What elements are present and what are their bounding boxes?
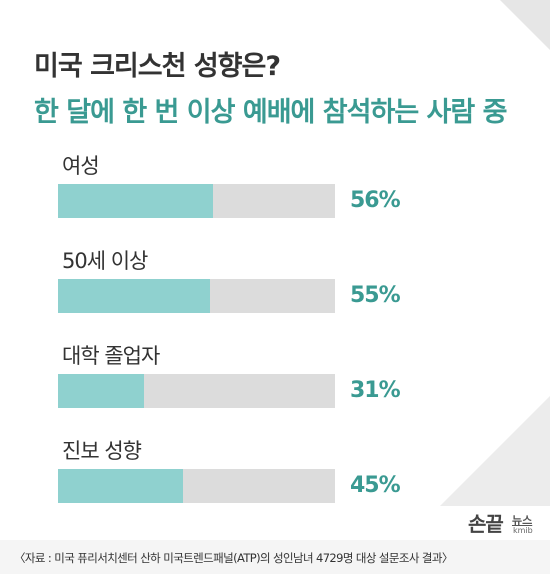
category-label: 대학 졸업자 [62, 344, 160, 368]
corner-decoration [500, 0, 550, 50]
bar-track [58, 469, 335, 503]
bar-fill [58, 279, 211, 313]
logo-sub-text: 뉴스 [512, 514, 533, 527]
infographic-card: 미국 크리스천 성향은? 한 달에 한 번 이상 예배에 참석하는 사람 중 여… [34, 0, 550, 536]
bar-fill [58, 469, 183, 503]
value-label: 31% [350, 378, 401, 403]
category-label: 여성 [62, 154, 100, 178]
logo-mark-text: kmib [513, 526, 533, 535]
bar-fill [58, 374, 144, 408]
value-label: 56% [350, 188, 401, 213]
chart-title: 미국 크리스천 성향은? [34, 51, 281, 82]
value-label: 45% [350, 473, 401, 498]
category-label: 50세 이상 [62, 249, 148, 273]
bar-track [58, 374, 335, 408]
category-label: 진보 성향 [62, 439, 142, 463]
value-label: 55% [350, 283, 401, 308]
chart-subtitle: 한 달에 한 번 이상 예배에 참석하는 사람 중 [34, 97, 507, 128]
logo-text: 손끝 [468, 512, 504, 536]
bar-track [58, 184, 335, 218]
page-fold-decoration [440, 396, 550, 506]
source-note: 〈자료 : 미국 퓨리서치센터 산하 미국트렌드패널(ATP)의 성인남녀 47… [14, 551, 453, 565]
bar-fill [58, 184, 214, 218]
bar-track [58, 279, 335, 313]
